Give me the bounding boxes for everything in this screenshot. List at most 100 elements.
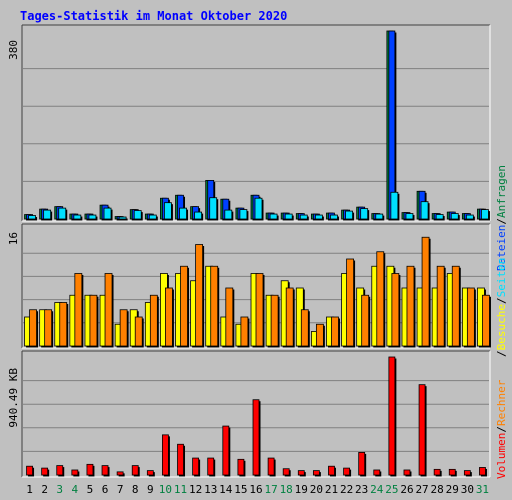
bar-rechner: [466, 287, 475, 347]
bar-volumen: [26, 465, 33, 476]
bar-seiten: [450, 213, 459, 220]
bar-seiten: [118, 216, 127, 220]
bar-rechner: [104, 273, 113, 347]
day-label: 13: [204, 483, 217, 496]
bar-rechner: [74, 273, 83, 347]
bar-volumen: [297, 470, 305, 476]
legend-item-besuche: Besuche: [495, 304, 508, 350]
day-label: 17: [264, 483, 277, 496]
bar-volumen: [328, 465, 335, 476]
day-label: 27: [415, 483, 428, 496]
day-label: 11: [174, 483, 187, 496]
bar-seiten: [314, 214, 323, 220]
bar-volumen: [71, 469, 79, 476]
bar-volumen: [373, 469, 381, 476]
bar-volumen: [267, 457, 275, 476]
plot-panel-0: [22, 25, 490, 221]
bar-volumen: [388, 356, 396, 476]
bar-seiten: [481, 209, 489, 220]
day-label: 29: [446, 483, 459, 496]
bar-rechner: [361, 294, 370, 347]
bar-volumen: [177, 443, 184, 476]
legend-top: Dateien/Anfragen: [495, 165, 508, 271]
bar-seiten: [269, 213, 278, 220]
day-label: 8: [132, 483, 139, 496]
bar-rechner: [406, 265, 415, 347]
bar-rechner: [346, 258, 354, 347]
legend-item-dateien: Dateien: [495, 225, 508, 271]
bar-volumen: [463, 470, 471, 476]
bar-seiten: [420, 201, 429, 220]
bar-rechner: [315, 323, 324, 347]
bar-volumen: [282, 468, 290, 476]
bar-volumen: [433, 468, 441, 476]
bar-rechner: [285, 287, 294, 347]
bar-rechner: [44, 309, 53, 347]
y-axis-max-label: 380: [7, 40, 20, 60]
bar-volumen: [479, 467, 486, 476]
bar-seiten: [330, 214, 338, 220]
day-label: 18: [280, 483, 293, 496]
bar-seiten: [360, 208, 369, 220]
bar-rechner: [376, 251, 385, 347]
legend-bottom: Volumen/Rechner: [495, 379, 508, 479]
legend-item-volumen: Volumen: [495, 433, 508, 479]
day-label: 14: [219, 483, 233, 496]
bar-volumen: [448, 468, 456, 476]
bar-volumen: [116, 471, 124, 476]
day-label: 1: [26, 483, 33, 496]
day-label: 31: [476, 483, 489, 496]
chart-title: Tages-Statistik im Monat Oktober 2020: [20, 9, 287, 23]
legend-item-seiten: Seiten: [495, 258, 508, 298]
bar-rechner: [270, 294, 279, 347]
day-label: 3: [56, 483, 63, 496]
bar-seiten: [194, 211, 203, 220]
bar-seiten: [465, 214, 474, 220]
bar-volumen: [146, 470, 154, 476]
bar-volumen: [41, 467, 49, 476]
day-label: 22: [340, 483, 353, 496]
bar-volumen: [222, 425, 230, 476]
bar-volumen: [418, 384, 426, 476]
legend-separator: /: [495, 297, 508, 304]
bar-seiten: [224, 209, 233, 220]
day-label: 12: [189, 483, 202, 496]
bar-seiten: [435, 214, 444, 220]
day-label: 24: [370, 483, 384, 496]
day-label: 30: [461, 483, 474, 496]
bar-seiten: [88, 214, 97, 220]
bar-rechner: [29, 309, 37, 347]
day-label: 7: [117, 483, 124, 496]
bar-volumen: [207, 457, 215, 476]
bar-volumen: [86, 463, 94, 476]
bar-volumen: [237, 458, 245, 476]
bar-rechner: [195, 244, 204, 347]
bar-seiten: [284, 213, 293, 220]
bar-volumen: [101, 465, 109, 476]
day-label: 4: [72, 483, 79, 496]
legend-separator: /: [495, 218, 508, 225]
bar-rechner: [451, 265, 460, 347]
bar-volumen: [162, 434, 169, 476]
bar-rechner: [59, 302, 68, 347]
bar-seiten: [239, 209, 248, 220]
bar-rechner: [240, 316, 249, 347]
bar-rechner: [391, 273, 400, 347]
day-label: 19: [295, 483, 308, 496]
bar-volumen: [312, 470, 320, 476]
bar-rechner: [225, 287, 234, 347]
bar-rechner: [119, 309, 128, 347]
bar-rechner: [482, 294, 490, 347]
day-label: 28: [431, 483, 444, 496]
day-label: 15: [234, 483, 247, 496]
bar-seiten: [43, 209, 52, 220]
day-label: 20: [310, 483, 323, 496]
bar-volumen: [403, 469, 411, 476]
day-label: 26: [400, 483, 413, 496]
bar-rechner: [421, 236, 430, 347]
bar-seiten: [179, 207, 187, 220]
bar-seiten: [148, 214, 157, 220]
bar-seiten: [390, 191, 399, 220]
